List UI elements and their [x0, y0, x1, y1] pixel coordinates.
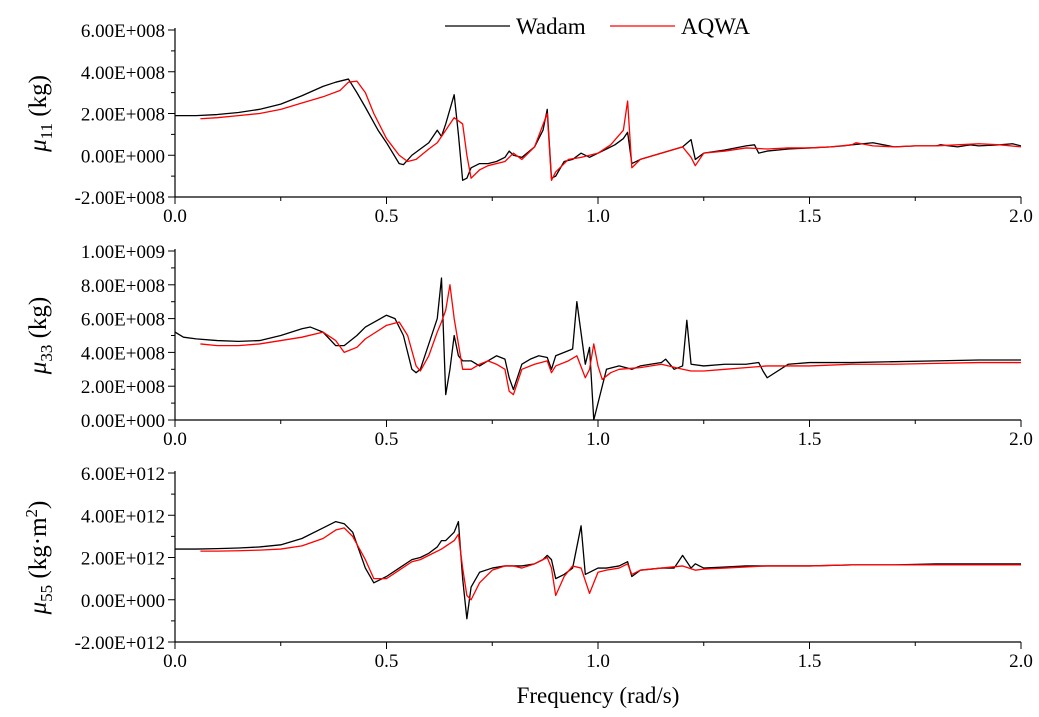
- legend-label-aqwa: AQWA: [681, 14, 750, 39]
- y-tick-label: -2.00E+008: [75, 188, 165, 209]
- series-line-aqwa: [200, 284, 1021, 396]
- y-axis-title-subscript: 55: [37, 585, 56, 602]
- series-line-wadam: [175, 520, 1021, 620]
- y-tick-label: 4.00E+008: [81, 343, 165, 364]
- y-tick-label: 6.00E+008: [81, 21, 165, 42]
- x-tick-label: 1.0: [586, 429, 610, 450]
- y-tick-label: 4.00E+008: [81, 63, 165, 84]
- x-tick-label: 1.5: [798, 206, 822, 227]
- y-tick-label: 8.00E+008: [81, 276, 165, 297]
- y-tick-label: -2.00E+012: [75, 633, 165, 654]
- x-axis-title: Frequency (rad/s): [517, 683, 680, 708]
- series-line-aqwa: [200, 80, 1021, 181]
- x-tick-label: 0.5: [375, 651, 399, 672]
- y-tick-label: 0.00E+000: [81, 411, 165, 432]
- y-axis-title: μ33 (kg): [25, 297, 56, 375]
- y-axis-title-subscript: 33: [37, 345, 56, 362]
- panel-3: 0.0 0.5 1.0 1.5 2.0 -2.00E+012 0.00E+000 2.00E+…: [22, 464, 1033, 672]
- y-tick-label: 1.00E+009: [81, 242, 165, 263]
- series-line-wadam: [175, 277, 1021, 420]
- y-tick-label: 0.00E+000: [81, 146, 165, 167]
- series-line-aqwa: [200, 527, 1021, 601]
- legend-label-wadam: Wadam: [516, 14, 586, 39]
- y-axis-title-subscript: 11: [37, 123, 56, 139]
- x-tick-label: 1.5: [798, 651, 822, 672]
- y-axis-title-unit: (kg): [25, 75, 52, 123]
- legend: Wadam AQWA: [445, 14, 750, 39]
- chart-panels: 0.0 0.5 1.0 1.5 2.0 -2.00E+008 0.00E+000 2.00E+…: [22, 21, 1033, 672]
- x-tick-label: 0.5: [375, 429, 399, 450]
- y-tick-label: 2.00E+012: [81, 549, 165, 570]
- y-axis-title-symbol: μ: [25, 602, 52, 616]
- x-tick-label: 0.5: [375, 206, 399, 227]
- y-axis-title-superscript: 2: [22, 509, 41, 518]
- y-tick-label: 6.00E+008: [81, 310, 165, 331]
- y-tick-label: 0.00E+000: [81, 591, 165, 612]
- y-axis-title-symbol: μ: [25, 139, 52, 153]
- y-tick-label: 4.00E+012: [81, 506, 165, 527]
- x-tick-label: 2.0: [1009, 429, 1033, 450]
- y-axis-title-unit: (kg·m: [25, 517, 52, 585]
- series-line-wadam: [175, 78, 1021, 181]
- x-tick-label: 0.0: [163, 206, 187, 227]
- y-axis-title-unit: (kg): [25, 297, 52, 345]
- y-tick-label: 6.00E+012: [81, 464, 165, 485]
- y-axis-title-close: ): [25, 501, 52, 509]
- x-tick-label: 1.0: [586, 206, 610, 227]
- y-axis-title: μ55 (kg·m2): [22, 501, 56, 616]
- x-tick-label: 0.0: [163, 429, 187, 450]
- panel-2: 0.0 0.5 1.0 1.5 2.0 0.00E+000 2.00E+008 4.00E+0…: [25, 242, 1033, 450]
- y-axis-title-symbol: μ: [25, 362, 52, 376]
- x-tick-label: 1.5: [798, 429, 822, 450]
- x-tick-label: 0.0: [163, 651, 187, 672]
- y-tick-label: 2.00E+008: [81, 377, 165, 398]
- y-axis-title: μ11 (kg): [25, 75, 56, 153]
- x-tick-label: 2.0: [1009, 651, 1033, 672]
- y-tick-label: 2.00E+008: [81, 105, 165, 126]
- panel-1: 0.0 0.5 1.0 1.5 2.0 -2.00E+008 0.00E+000 2.00E+…: [25, 21, 1033, 227]
- x-tick-label: 1.0: [586, 651, 610, 672]
- x-tick-label: 2.0: [1009, 206, 1033, 227]
